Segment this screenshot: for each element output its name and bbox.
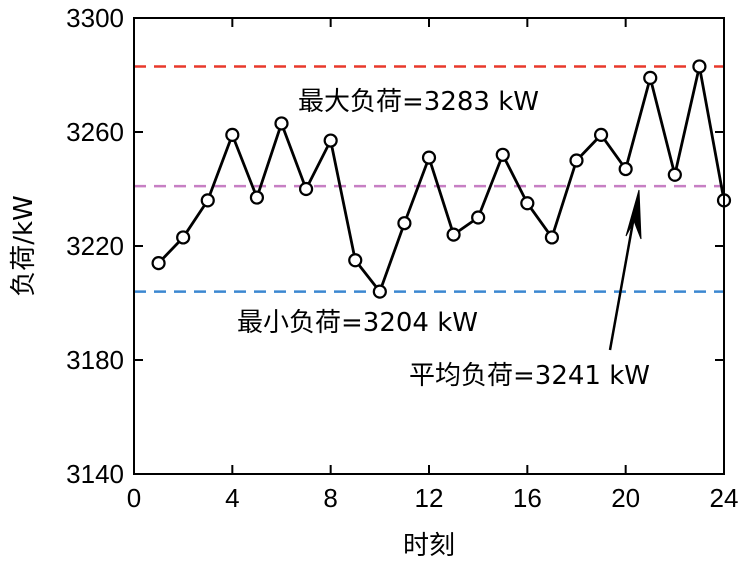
data-point — [495, 147, 510, 162]
data-point — [667, 167, 682, 182]
data-point — [471, 210, 486, 225]
data-point — [225, 127, 240, 142]
annotation-min-load: 最小负荷=3204 kW — [237, 308, 478, 338]
data-point — [544, 230, 560, 245]
annotation-arrow — [608, 189, 642, 351]
x-axis-title: 时刻 — [403, 531, 455, 561]
data-point — [569, 153, 584, 168]
y-tick-label: 3180 — [66, 345, 124, 375]
x-tick-label: 20 — [611, 483, 640, 513]
x-tick-label: 16 — [513, 483, 542, 513]
data-point — [520, 196, 535, 211]
x-tick-label: 0 — [127, 483, 141, 513]
data-point — [249, 190, 265, 205]
y-tick-label: 3300 — [66, 3, 124, 33]
data-point — [421, 150, 437, 165]
data-point — [151, 256, 166, 271]
y-axis-title: 负荷/kW — [9, 195, 39, 297]
data-point — [348, 253, 363, 268]
data-point — [397, 216, 412, 231]
x-tick-label: 8 — [323, 483, 337, 513]
load-series-line — [157, 66, 726, 295]
data-point — [323, 133, 338, 148]
x-tick-label: 4 — [225, 483, 239, 513]
data-point — [446, 227, 461, 242]
annotation-max-load: 最大负荷=3283 kW — [298, 87, 539, 117]
annotation-avg-load: 平均负荷=3241 kW — [409, 361, 650, 391]
data-point — [593, 127, 609, 142]
y-tick-label: 3260 — [66, 117, 124, 147]
data-point — [372, 284, 387, 299]
data-point — [274, 116, 289, 131]
data-point — [643, 70, 658, 85]
data-point — [298, 181, 314, 197]
data-point — [200, 193, 215, 208]
data-point — [618, 161, 633, 177]
data-point — [176, 230, 191, 245]
y-tick-label: 3140 — [66, 459, 124, 489]
x-tick-label: 24 — [710, 483, 739, 513]
x-tick-label: 12 — [415, 483, 444, 513]
y-tick-label: 3220 — [66, 231, 124, 261]
data-point — [692, 59, 707, 74]
